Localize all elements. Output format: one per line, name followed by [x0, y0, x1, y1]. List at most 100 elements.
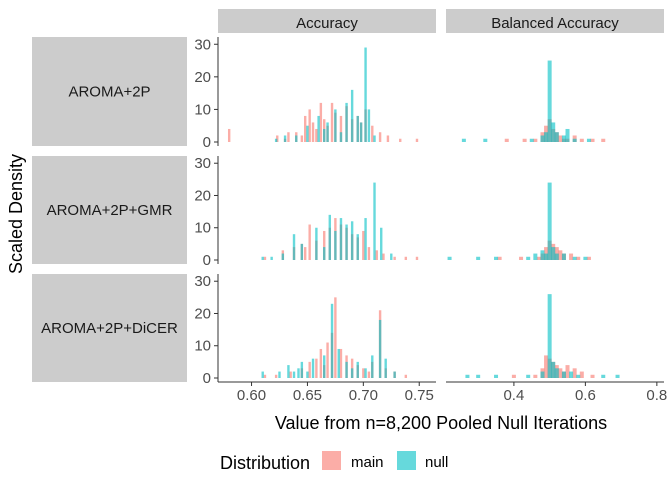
legend: Distribution main null	[220, 451, 448, 473]
histogram-bar-null	[281, 253, 285, 260]
y-tick-label: 20	[194, 305, 211, 322]
panel-AROMA+2P+DiCER-Balanced Accuracy	[465, 294, 620, 378]
histogram-bar-null	[326, 122, 329, 142]
histogram-bar-null	[540, 250, 545, 260]
histogram-bar-null	[323, 128, 326, 142]
x-axis-label: Value from n=8,200 Pooled Null Iteration…	[275, 413, 607, 433]
x-tick-label: 0.6	[575, 387, 596, 404]
histogram-bar-main	[227, 128, 231, 142]
histogram-bar-main	[339, 348, 343, 378]
histogram-bar-main	[319, 102, 323, 142]
histogram-bar-null	[345, 361, 348, 378]
x-tick-label: 0.70	[349, 387, 378, 404]
row-strip	[32, 156, 187, 264]
histogram-bar-null	[367, 109, 371, 142]
panel-AROMA+2P+DiCER-Accuracy	[261, 297, 408, 378]
histogram-bar-null	[356, 361, 359, 378]
histogram-bar-null	[359, 122, 363, 142]
histogram-bar-null	[350, 368, 354, 378]
histogram-bar-main	[404, 374, 408, 378]
histogram-bar-null	[317, 115, 320, 142]
histogram-bar-main	[263, 374, 267, 378]
y-tick-label: 0	[203, 134, 211, 151]
histogram-bar-null	[551, 361, 556, 378]
y-tick-label: 0	[203, 252, 211, 269]
histogram-bar-null	[334, 109, 337, 142]
histogram-bar-main	[533, 138, 538, 142]
histogram-bar-main	[519, 256, 524, 260]
x-tick-label: 0.65	[293, 387, 322, 404]
histogram-bar-main	[371, 125, 374, 142]
histogram-bar-null	[601, 374, 606, 378]
histogram-bar-main	[274, 374, 278, 378]
histogram-bar-null	[576, 374, 581, 378]
histogram-bar-main	[367, 247, 371, 260]
legend-label-null: null	[425, 454, 448, 471]
histogram-bar-null	[345, 224, 348, 260]
histogram-bar-main	[579, 371, 584, 378]
histogram-bar-main	[334, 297, 337, 378]
histogram-bar-null	[297, 368, 300, 378]
histogram-bar-null	[615, 374, 620, 378]
histogram-bar-null	[292, 371, 296, 378]
histogram-bar-null	[339, 132, 343, 142]
histogram-bar-null	[300, 361, 304, 378]
histogram-bar-null	[393, 371, 396, 378]
histogram-bar-null	[261, 371, 264, 378]
histogram-bar-main	[367, 371, 371, 378]
histogram-bar-null	[544, 253, 549, 260]
histogram-bar-main	[315, 358, 318, 378]
histogram-bar-null	[261, 256, 264, 260]
histogram-bar-null	[561, 371, 566, 378]
legend-key-null	[397, 451, 416, 470]
axes: 0 10 20 30 0 10 20 30 0 10 20 30 0.60 0.65 0.70 0.75 0.4…	[194, 36, 667, 404]
histogram-bar-null	[529, 138, 534, 142]
histogram-bar-null	[476, 374, 481, 378]
histogram-bar-null	[483, 138, 488, 142]
histogram-bar-null	[547, 182, 552, 260]
histogram-bar-main	[326, 342, 329, 378]
column-strip-label: Balanced Accuracy	[491, 15, 619, 32]
panel-AROMA+2P-Balanced Accuracy	[461, 60, 606, 142]
histogram-bar-null	[274, 138, 278, 142]
histogram-bar-null	[300, 243, 304, 260]
column-strip-label: Accuracy	[296, 15, 358, 32]
histogram-bar-null	[311, 358, 315, 378]
histogram-bar-main	[565, 365, 570, 378]
histogram-bar-null	[583, 256, 588, 260]
histogram-bar-null	[337, 348, 340, 378]
y-tick-label: 0	[203, 370, 211, 387]
histogram-bar-main	[276, 135, 279, 142]
legend-label-main: main	[351, 454, 384, 471]
histogram-bar-main	[378, 132, 382, 142]
y-tick-label: 20	[194, 187, 211, 204]
histogram-bar-null	[551, 122, 556, 142]
histogram-bar-main	[311, 122, 315, 142]
row-strip	[32, 274, 187, 382]
histogram-bar-null	[306, 371, 309, 378]
histogram-bar-null	[561, 253, 566, 260]
histogram-bar-null	[544, 132, 549, 142]
histogram-bar-main	[308, 361, 311, 378]
histogram-bar-main	[382, 253, 385, 260]
row-strip-label: AROMA+2P+DiCER	[41, 320, 178, 337]
histogram-bar-null	[330, 303, 334, 378]
histogram-bar-null	[339, 218, 343, 260]
histogram-bar-main	[315, 128, 318, 142]
histogram-bar-main	[558, 250, 563, 260]
histogram-bar-main	[511, 374, 516, 378]
histogram-bar-main	[497, 256, 502, 260]
histogram-bar-main	[304, 247, 307, 260]
histogram-bar-main	[319, 348, 323, 378]
y-tick-label: 10	[194, 101, 211, 118]
histogram-bar-null	[323, 355, 326, 378]
histogram-bar-null	[350, 221, 354, 260]
histogram-bar-main	[572, 135, 577, 142]
legend-key-main	[322, 451, 341, 470]
histogram-bar-null	[364, 368, 367, 378]
x-tick-label: 0.60	[237, 387, 266, 404]
row-strip	[32, 37, 187, 146]
histogram-bar-null	[306, 125, 309, 142]
histogram-bar-main	[287, 132, 290, 142]
